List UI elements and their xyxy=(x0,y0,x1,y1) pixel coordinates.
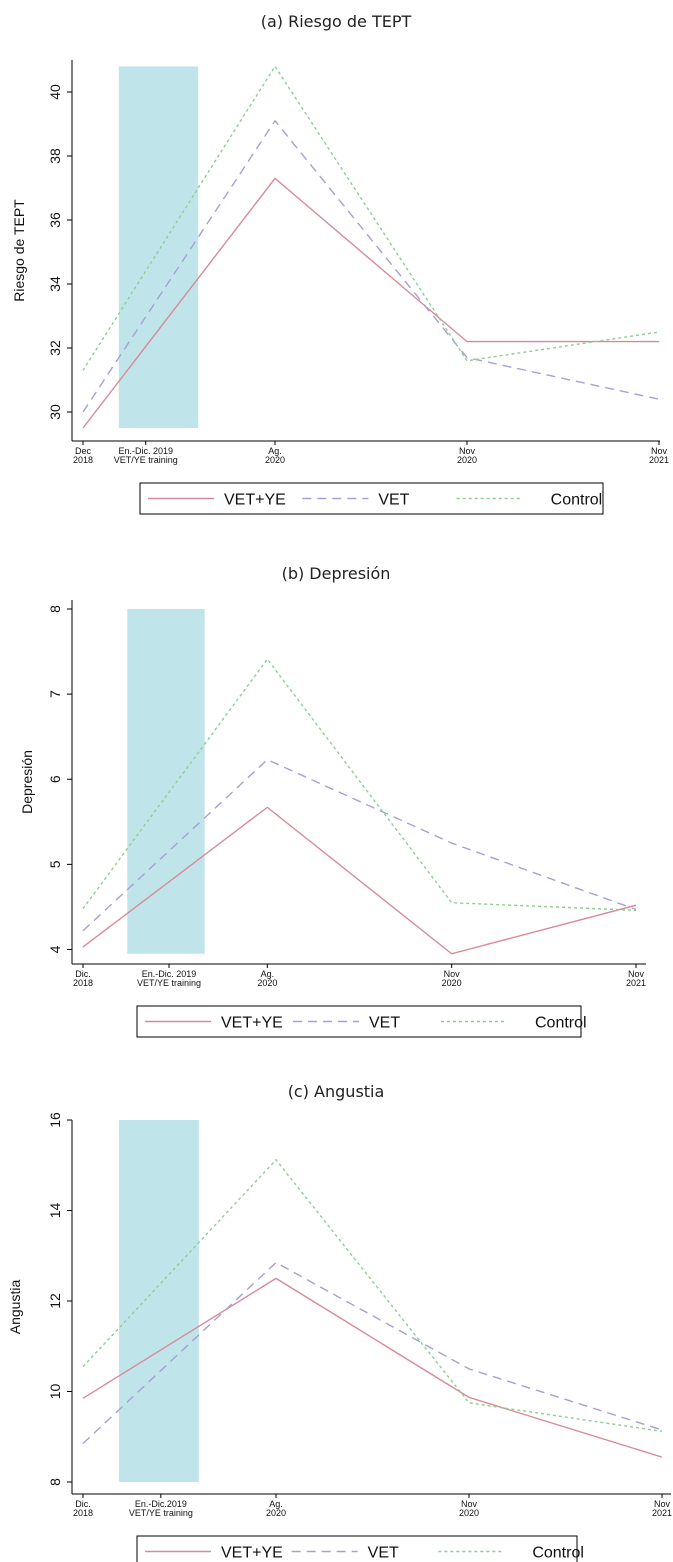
series-line-vet-ye xyxy=(82,177,659,429)
x-tick-label-line: 2020 xyxy=(442,978,462,988)
series-line-control xyxy=(82,65,660,371)
x-tick-label-line: VET/YE training xyxy=(129,1508,193,1518)
series-line-control xyxy=(82,658,637,912)
y-axis-label: Riesgo de TEPT xyxy=(11,199,27,302)
chart-panel-2: (c) Angustia 8 10 12 14 16 Angustia Dic. 2018 En.… xyxy=(7,1082,672,1562)
chart-panel-0: (a) Riesgo de TEPT 30 32 34 36 38 40 Riesgo de … xyxy=(11,12,669,515)
chart-title: (a) Riesgo de TEPT xyxy=(261,12,412,31)
legend-label: VET+YE xyxy=(221,1545,283,1562)
legend-label: Control xyxy=(551,492,603,509)
x-tick-label: Nov 2021 xyxy=(649,446,669,465)
x-tick-label-line: Ag. xyxy=(261,969,275,979)
x-tick-label-line: 2018 xyxy=(73,1508,93,1518)
legend-label: Control xyxy=(535,1015,587,1032)
chart-panel-1: (b) Depresión 4 5 6 7 8 Depresión Dic. 2018 En.-D… xyxy=(19,564,646,1038)
x-tick-label-line: 2021 xyxy=(626,978,646,988)
series-line-vet-ye xyxy=(82,806,637,955)
x-tick-label: En.-Dic. 2019 VET/YE training xyxy=(114,446,178,465)
y-tick-label: 32 xyxy=(47,340,63,356)
x-tick-label-line: Nov xyxy=(461,1499,478,1509)
x-tick-label: Nov 2020 xyxy=(457,446,477,465)
x-tick-label-line: Dec xyxy=(75,446,92,456)
x-tick-label: Nov 2020 xyxy=(442,969,462,988)
y-axis-label: Angustia xyxy=(7,1280,23,1335)
x-tick-label: Nov 2020 xyxy=(459,1499,479,1518)
chart-title: (b) Depresión xyxy=(282,564,391,583)
x-tick-label: Dic. 2018 xyxy=(73,1499,93,1518)
y-axis-label: Depresión xyxy=(19,750,35,814)
legend-label: Control xyxy=(532,1545,584,1562)
x-tick-label-line: 2018 xyxy=(73,978,93,988)
x-tick-label-line: En.-Dic. 2019 xyxy=(142,969,197,979)
training-period-band xyxy=(127,609,205,954)
y-tick-label: 5 xyxy=(47,860,63,868)
training-period-band xyxy=(118,66,199,429)
x-tick-label-line: 2021 xyxy=(649,455,669,465)
x-tick-label-line: 2020 xyxy=(459,1508,479,1518)
y-tick-label: 30 xyxy=(47,404,63,420)
x-tick-label-line: 2020 xyxy=(265,455,285,465)
x-tick-label-line: Nov xyxy=(654,1499,671,1509)
legend-label: VET+YE xyxy=(224,492,286,509)
legend: VET+YE VET Control xyxy=(139,482,604,515)
series-line-vet xyxy=(82,119,660,413)
x-tick-label: En.-Dic. 2019 VET/YE training xyxy=(137,969,201,988)
x-tick-label-line: VET/YE training xyxy=(137,978,201,988)
x-tick-label-line: En.-Dic. 2019 xyxy=(118,446,173,456)
y-tick-label: 8 xyxy=(47,605,63,613)
training-period-band xyxy=(119,1120,199,1482)
y-tick-label: 16 xyxy=(47,1112,63,1128)
legend-box xyxy=(139,482,604,515)
y-tick-label: 4 xyxy=(47,945,63,953)
x-tick-label-line: 2020 xyxy=(266,1508,286,1518)
y-tick-label: 14 xyxy=(47,1203,63,1219)
chart-title: (c) Angustia xyxy=(288,1082,385,1101)
y-tick-label: 12 xyxy=(47,1293,63,1309)
x-tick-label: Dec 2018 xyxy=(73,446,93,465)
series-line-vet xyxy=(82,1261,663,1445)
x-tick-label: Ag. 2020 xyxy=(257,969,277,988)
x-tick-label-line: 2021 xyxy=(652,1508,672,1518)
y-tick-label: 8 xyxy=(47,1478,63,1486)
x-tick-label-line: Nov xyxy=(459,446,476,456)
x-tick-label-line: 2020 xyxy=(457,455,477,465)
legend-label: VET xyxy=(368,1545,399,1562)
x-tick-label: Nov 2021 xyxy=(626,969,646,988)
series-line-vet-ye xyxy=(82,1277,663,1458)
legend: VET+YE VET Control xyxy=(136,1535,584,1562)
y-tick-label: 10 xyxy=(47,1384,63,1400)
y-tick-label: 38 xyxy=(47,148,63,164)
y-tick-label: 40 xyxy=(47,84,63,100)
x-tick-label-line: Nov xyxy=(628,969,645,979)
x-tick-label-line: 2020 xyxy=(257,978,277,988)
series-line-vet xyxy=(82,758,637,932)
legend-label: VET+YE xyxy=(221,1015,283,1032)
x-tick-label-line: VET/YE training xyxy=(114,455,178,465)
x-tick-label: Nov 2021 xyxy=(652,1499,672,1518)
x-tick-label-line: Ag. xyxy=(269,1499,283,1509)
legend-box xyxy=(136,1535,578,1562)
x-tick-label-line: En.-Dic.2019 xyxy=(135,1499,187,1509)
y-tick-label: 36 xyxy=(47,212,63,228)
x-tick-label-line: Nov xyxy=(651,446,668,456)
x-tick-label-line: Ag. xyxy=(268,446,282,456)
x-tick-label: Ag. 2020 xyxy=(266,1499,286,1518)
x-tick-label-line: Dic. xyxy=(75,969,91,979)
y-tick-label: 34 xyxy=(47,276,63,292)
legend: VET+YE VET Control xyxy=(136,1005,587,1038)
y-tick-label: 7 xyxy=(47,690,63,698)
y-tick-label: 6 xyxy=(47,775,63,783)
legend-label: VET xyxy=(378,492,409,509)
series-line-control xyxy=(82,1158,663,1433)
x-tick-label-line: 2018 xyxy=(73,455,93,465)
legend-label: VET xyxy=(369,1015,400,1032)
x-tick-label-line: Dic. xyxy=(75,1499,91,1509)
x-tick-label: En.-Dic.2019 VET/YE training xyxy=(129,1499,193,1518)
x-tick-label: Dic. 2018 xyxy=(73,969,93,988)
x-tick-label: Ag. 2020 xyxy=(265,446,285,465)
x-tick-label-line: Nov xyxy=(444,969,461,979)
